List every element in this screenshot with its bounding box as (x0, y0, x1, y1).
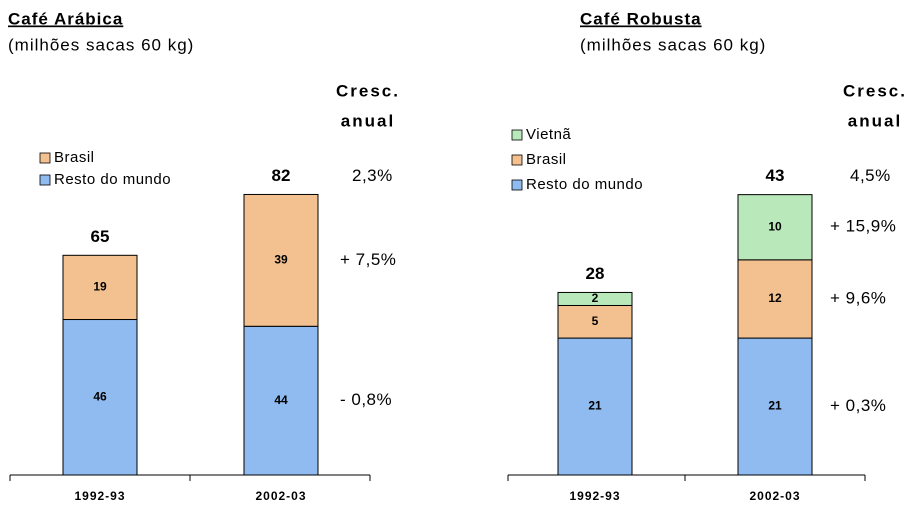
x-tick-label: 2002-03 (749, 489, 800, 503)
bar-segment (737, 194, 813, 261)
data-label: 19 (93, 280, 107, 294)
data-label: 10 (768, 219, 782, 233)
data-label: 46 (93, 389, 107, 403)
total-label: 65 (91, 227, 110, 246)
bar-segment (737, 337, 813, 476)
legend-swatch (511, 154, 523, 166)
growth-label: + 0,3% (830, 396, 886, 415)
growth-label: + 7,5% (340, 250, 396, 269)
legend-swatch (511, 179, 523, 191)
growth-header: anual (848, 111, 902, 130)
legend-swatch (511, 129, 523, 141)
growth-label: + 9,6% (830, 288, 886, 307)
chart-subtitle: (milhões sacas 60 kg) (580, 35, 766, 54)
bar-segment (62, 254, 138, 321)
total-label: 43 (766, 166, 785, 185)
legend-label: Resto do mundo (54, 171, 171, 188)
growth-label: + 15,9% (830, 217, 896, 236)
legend-label: Vietnã (526, 126, 571, 143)
data-label: 2 (592, 291, 599, 305)
bar-segment (62, 319, 138, 476)
growth-header: Cresc. (843, 81, 907, 100)
growth-label: - 0,8% (340, 390, 392, 409)
data-label: 12 (768, 291, 782, 305)
chart-title: Café Arábica (8, 9, 123, 28)
chart-subtitle: (milhões sacas 60 kg) (8, 35, 194, 54)
legend-label: Brasil (54, 149, 95, 166)
growth-header: Cresc. (336, 81, 400, 100)
bar-segment (243, 325, 319, 476)
data-label: 5 (592, 314, 599, 328)
growth-label: 2,3% (352, 166, 393, 185)
x-tick-label: 2002-03 (255, 489, 306, 503)
x-tick-label: 1992-93 (569, 489, 620, 503)
x-tick-label: 1992-93 (74, 489, 125, 503)
bar-segment (557, 337, 633, 476)
total-label: 82 (272, 166, 291, 185)
legend-label: Brasil (526, 151, 567, 168)
data-label: 44 (274, 393, 288, 407)
data-label: 39 (274, 253, 288, 267)
data-label: 21 (768, 399, 782, 413)
bar-segment (737, 259, 813, 339)
growth-header: anual (341, 111, 395, 130)
growth-label: 4,5% (850, 166, 891, 185)
bar-segment (243, 193, 319, 327)
total-label: 28 (586, 264, 605, 283)
data-label: 21 (588, 399, 602, 413)
legend-swatch (39, 174, 51, 186)
legend-label: Resto do mundo (526, 176, 643, 193)
legend-swatch (39, 152, 51, 164)
bar-segment (557, 291, 633, 306)
chart-title: Café Robusta (580, 9, 702, 28)
